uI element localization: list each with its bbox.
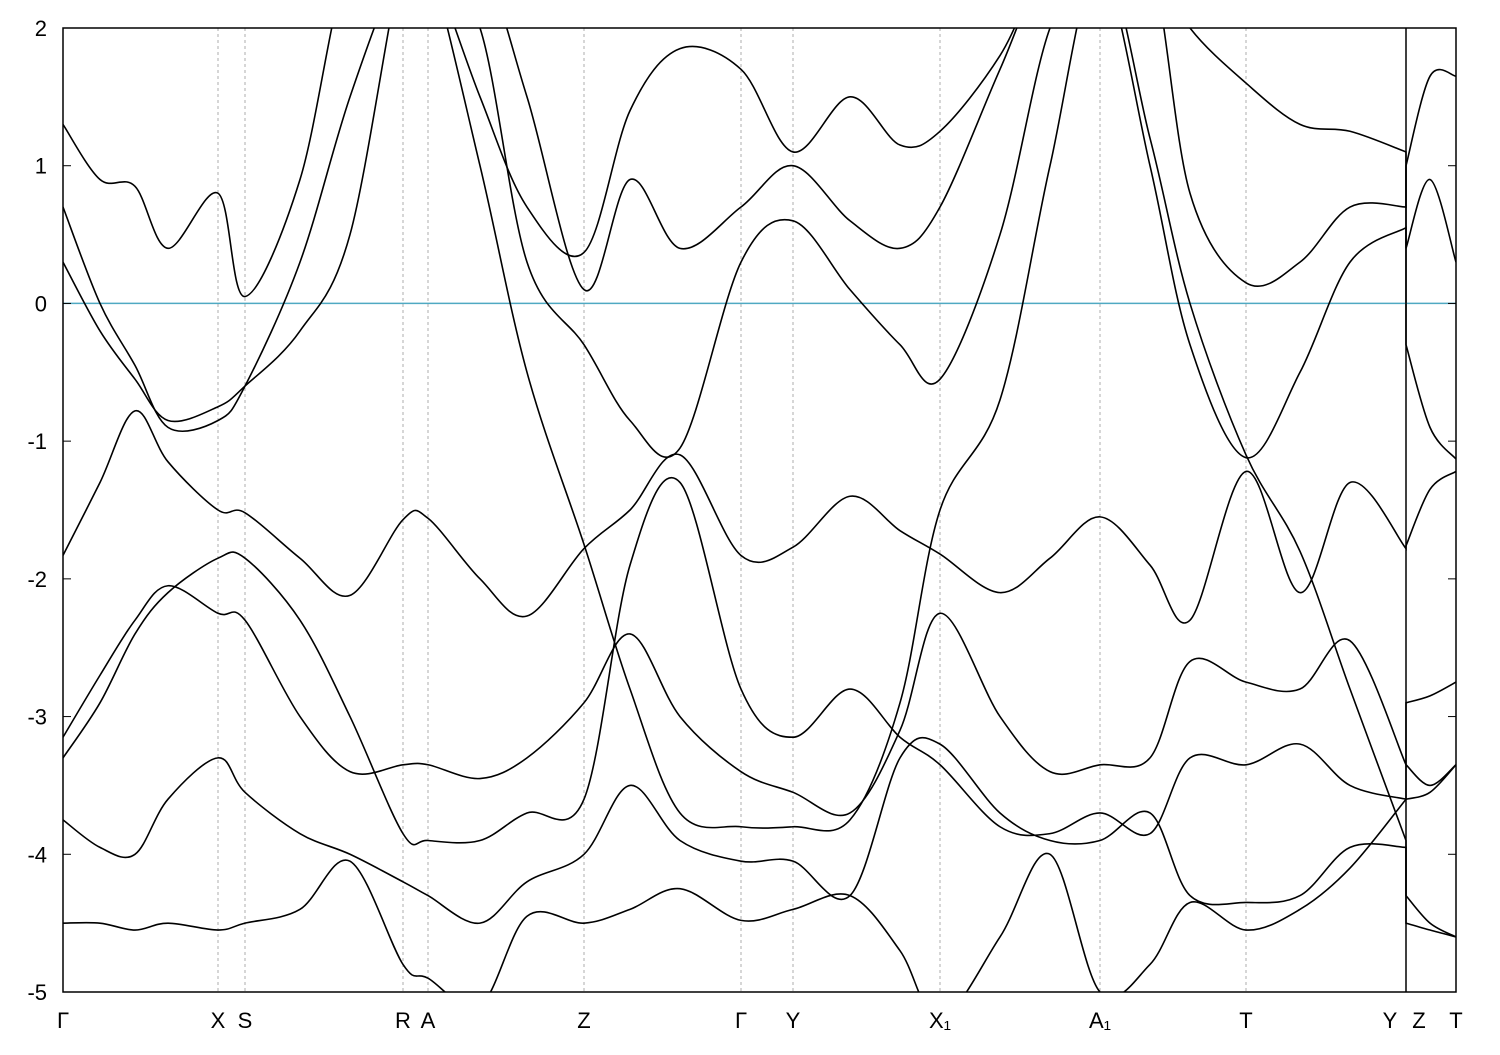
band [446,28,1456,938]
band [63,28,1456,460]
y-tick-label: 1 [35,154,47,179]
y-tick-label: -4 [27,842,47,867]
x-tick-label: A₁ [1089,1008,1111,1033]
band [63,763,1456,992]
x-tick-label: R [395,1008,411,1033]
x-tick-label: Y [1383,1008,1398,1033]
x-tick-label: T [1449,1008,1462,1033]
plot-frame [62,27,1457,993]
x-tick-label: Z [577,1008,590,1033]
y-tick-label: -5 [27,980,47,1005]
plot-area [63,28,1456,992]
x-tick-label: S [238,1008,253,1033]
band [63,736,1456,938]
x-tick-label: Γ [735,1008,747,1033]
band [63,476,1456,846]
y-tick-label: 0 [35,291,47,316]
band [63,584,1456,817]
band [63,28,1456,298]
x-tick-label: Y [786,1008,801,1033]
x-tick-label: X [211,1008,226,1033]
x-tick-label: A [421,1008,436,1033]
x-tick-label: X₁ [929,1008,951,1033]
band [63,28,1456,423]
y-tick-label: -2 [27,567,47,592]
x-tick-label: T [1239,1008,1252,1033]
y-tick-label: -1 [27,429,47,454]
x-tick-label: Γ [57,1008,69,1033]
x-tick-label: Z [1412,1008,1425,1033]
band [63,410,1456,624]
y-tick-label: 2 [35,16,47,41]
y-tick-label: -3 [27,705,47,730]
